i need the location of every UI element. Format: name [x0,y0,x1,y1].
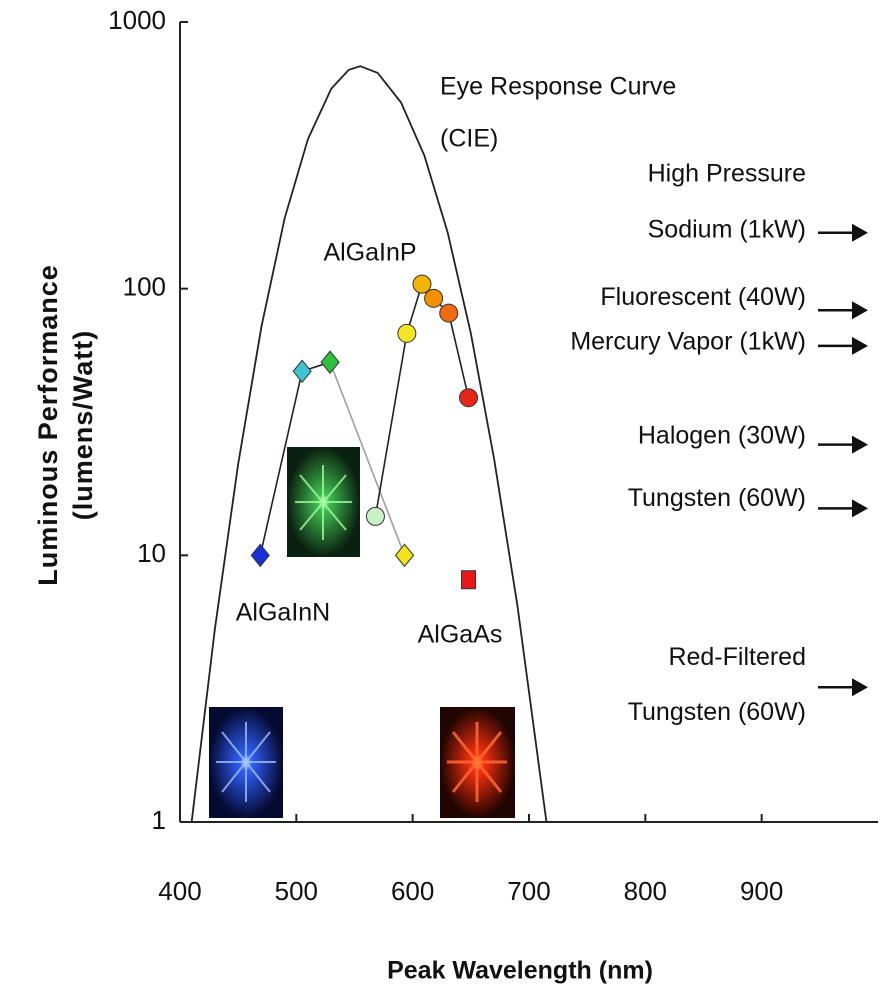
y-tick-label: 10 [137,538,166,568]
marker [413,275,431,293]
y-axis-label: (lumens/Watt) [68,330,98,521]
source-label: Red-Filtered [668,643,806,671]
x-axis-label: Peak Wavelength (nm) [387,957,653,985]
chart: Peak Wavelength (nm) Luminous Performanc… [0,0,896,998]
marker [425,289,443,307]
source-arrowhead [852,301,868,319]
source-label: Tungsten (60W) [628,484,806,512]
marker [293,360,311,382]
marker [366,507,384,525]
marker [462,571,476,589]
x-tick-label: 800 [624,876,667,906]
source-label: Sodium (1kW) [648,215,806,243]
series-label: AlGaInN [236,599,330,627]
series-label: AlGaInP [323,239,416,267]
source-arrowhead [852,337,868,355]
curve-label: Eye Response Curve [440,73,676,101]
source-label: Tungsten (60W) [628,698,806,726]
series-segment [449,313,469,398]
y-tick-label: 100 [123,272,166,302]
source-label: Mercury Vapor (1kW) [570,328,806,356]
x-tick-label: 500 [275,876,318,906]
marker [440,304,458,322]
source-label: Halogen (30W) [638,421,806,449]
led-photo-red [440,707,515,818]
marker [460,389,478,407]
y-axis-label: Luminous Performance [33,264,63,586]
source-arrowhead [852,499,868,517]
series-label: AlGaAs [418,621,503,649]
source-arrowhead [852,224,868,242]
source-arrowhead [852,678,868,696]
x-tick-label: 700 [507,876,550,906]
led-photo-green [287,447,360,557]
marker [251,544,269,566]
x-tick-label: 400 [158,876,201,906]
x-tick-label: 600 [391,876,434,906]
y-tick-label: 1000 [108,5,166,35]
curve-label: (CIE) [440,125,498,153]
series-segment [375,333,406,516]
source-label: Fluorescent (40W) [600,283,806,311]
marker [396,544,414,566]
source-arrowhead [852,436,868,454]
marker [321,351,339,373]
source-label: High Pressure [648,159,806,187]
led-photo-blue [209,707,283,818]
marker [398,324,416,342]
y-tick-label: 1 [152,805,166,835]
x-tick-label: 900 [740,876,783,906]
